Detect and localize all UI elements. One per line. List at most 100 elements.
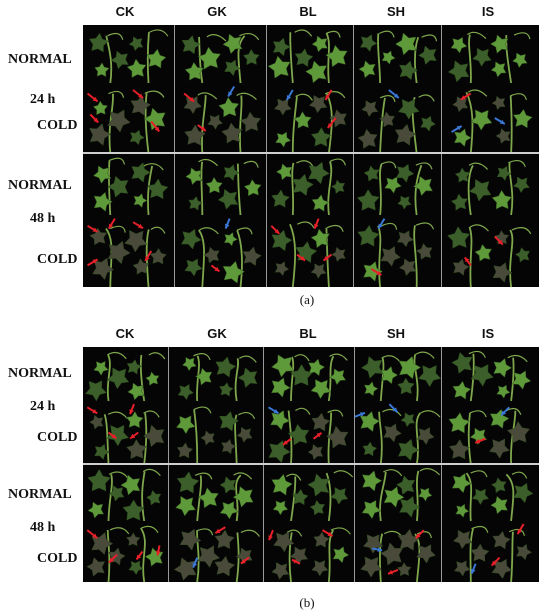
- column-header-ck-b: CK: [115, 326, 135, 341]
- plant-photo-cell: [355, 521, 441, 582]
- red-arrow-marker: [322, 253, 333, 262]
- row-label-cold-24h: COLD: [37, 118, 78, 133]
- red-arrow-marker: [268, 529, 274, 541]
- blue-arrow-marker: [500, 406, 510, 417]
- blue-arrow-marker: [227, 85, 236, 98]
- photo-panel-a: [83, 25, 539, 287]
- red-arrow-marker: [197, 124, 207, 132]
- column-header-is-b: IS: [481, 326, 495, 341]
- red-arrow-marker: [327, 117, 337, 129]
- red-arrow-marker: [387, 568, 399, 575]
- blue-arrow-marker: [372, 547, 383, 552]
- red-arrow-marker: [87, 224, 99, 233]
- red-arrow-marker: [474, 437, 486, 444]
- plant-photo-cell: [169, 521, 263, 582]
- red-arrow-marker: [183, 92, 195, 103]
- red-arrow-marker: [135, 550, 144, 561]
- row-label-cold-48h: COLD: [37, 252, 78, 267]
- plant-photo-cell: [442, 83, 538, 153]
- blue-arrow-marker: [285, 89, 294, 101]
- blue-arrow-marker: [494, 117, 506, 125]
- row-label-normal-24h-b: NORMAL: [8, 366, 72, 381]
- red-arrow-marker: [490, 556, 501, 567]
- red-arrow-marker: [129, 403, 135, 415]
- red-arrow-marker: [86, 406, 98, 415]
- plant-photo-cell: [442, 153, 538, 215]
- row-label-cold-48h-b: COLD: [37, 551, 78, 566]
- time-divider: [83, 463, 539, 465]
- plant-photo-cell: [267, 153, 353, 215]
- red-arrow-marker: [282, 437, 292, 446]
- column-header-bl-b: BL: [299, 326, 317, 341]
- plant-photo-cell: [442, 215, 538, 287]
- time-divider: [83, 152, 539, 154]
- plant-photo-cell: [354, 153, 441, 215]
- red-arrow-marker: [89, 113, 99, 124]
- row-label-24h-b: 24 h: [30, 399, 56, 414]
- plant-photo-cell: [264, 464, 354, 521]
- red-arrow-marker: [210, 264, 221, 273]
- plant-photo-cell: [169, 464, 263, 521]
- plant-photo-cell: [83, 347, 168, 401]
- plant-photo-cell: [83, 25, 174, 83]
- red-arrow-marker: [129, 431, 139, 440]
- blue-arrow-marker: [451, 125, 463, 133]
- row-label-cold-24h-b: COLD: [37, 430, 78, 445]
- red-arrow-marker: [86, 529, 98, 539]
- plant-photo-cell: [175, 215, 266, 287]
- plant-photo-cell: [354, 25, 441, 83]
- red-arrow-marker: [144, 250, 153, 262]
- plant-photo-cell: [169, 401, 263, 464]
- column-header-gk-b: GK: [207, 326, 227, 341]
- red-arrow-marker: [516, 523, 525, 535]
- row-label-48h: 48 h: [30, 211, 56, 226]
- red-arrow-marker: [132, 89, 144, 99]
- red-arrow-marker: [415, 529, 425, 539]
- red-arrow-marker: [108, 553, 118, 564]
- blue-arrow-marker: [267, 406, 280, 415]
- plant-photo-cell: [442, 25, 538, 83]
- red-arrow-marker: [270, 225, 281, 235]
- blue-arrow-marker: [388, 89, 400, 99]
- column-header-bl: BL: [299, 4, 317, 19]
- plant-photo-cell: [355, 464, 441, 521]
- plant-photo-cell: [175, 153, 266, 215]
- plant-photo-cell: [83, 83, 174, 153]
- red-arrow-marker: [296, 253, 306, 262]
- row-label-normal-24h: NORMAL: [8, 52, 72, 67]
- plant-photo-cell: [354, 83, 441, 153]
- red-arrow-marker: [87, 258, 99, 267]
- photo-panel-b: [83, 347, 539, 582]
- red-arrow-marker: [370, 268, 382, 276]
- plant-photo-cell: [354, 215, 441, 287]
- blue-arrow-marker: [192, 557, 199, 568]
- plant-photo-cell: [442, 464, 538, 521]
- plant-photo-cell: [83, 215, 174, 287]
- plant-photo-cell: [83, 464, 168, 521]
- plant-photo-cell: [83, 401, 168, 464]
- plant-photo-cell: [442, 401, 538, 464]
- plant-photo-cell: [83, 153, 174, 215]
- plant-photo-cell: [175, 83, 266, 153]
- column-divider: [174, 25, 175, 287]
- column-header-gk: GK: [207, 4, 227, 19]
- red-arrow-marker: [494, 235, 504, 246]
- plant-photo-cell: [267, 25, 353, 83]
- column-header-is: IS: [481, 4, 495, 19]
- column-divider: [353, 25, 354, 287]
- plant-photo-cell: [169, 347, 263, 401]
- red-arrow-marker: [132, 221, 144, 230]
- red-arrow-marker: [313, 218, 320, 229]
- blue-arrow-marker: [224, 218, 231, 229]
- red-arrow-marker: [324, 89, 333, 101]
- red-arrow-marker: [150, 120, 161, 133]
- row-label-48h-b: 48 h: [30, 520, 56, 535]
- row-label-24h: 24 h: [30, 92, 56, 107]
- red-arrow-marker: [460, 92, 472, 101]
- blue-arrow-marker: [470, 563, 477, 575]
- blue-arrow-marker: [388, 403, 399, 413]
- plant-photo-cell: [264, 521, 354, 582]
- red-arrow-marker: [291, 558, 301, 565]
- plant-photo-cell: [355, 401, 441, 464]
- plant-photo-cell: [442, 521, 538, 582]
